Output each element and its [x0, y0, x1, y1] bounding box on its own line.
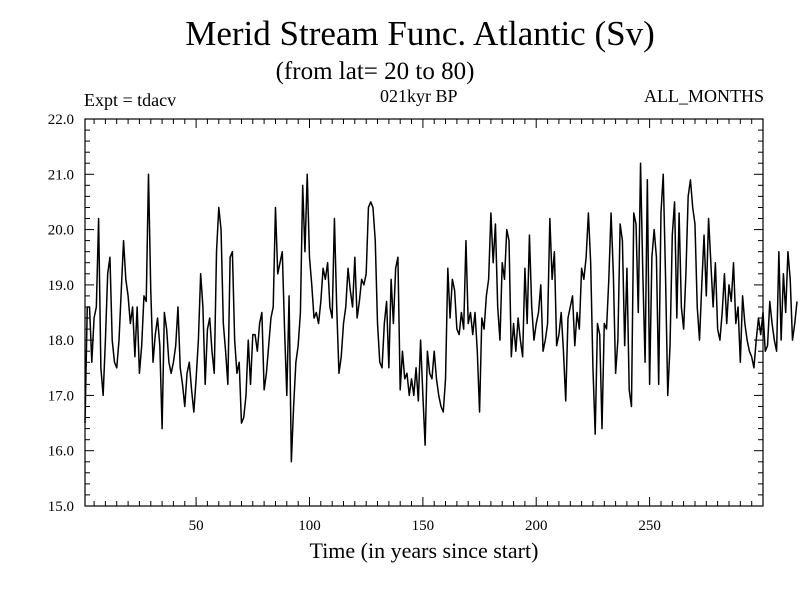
- x-tick-label: 250: [638, 518, 661, 534]
- x-tick-label: 50: [189, 518, 204, 534]
- axis-ticks: [85, 118, 764, 507]
- x-axis-label: Time (in years since start): [309, 538, 539, 563]
- y-tick-label: 22.0: [48, 112, 74, 128]
- experiment-label: Expt = tdacv: [84, 90, 177, 110]
- series-group: [84, 162, 798, 463]
- y-tick-label: 17.0: [48, 388, 74, 404]
- y-tick-label: 18.0: [48, 333, 74, 349]
- y-tick-label: 16.0: [48, 444, 74, 460]
- x-tick-label: 100: [298, 518, 321, 534]
- tick-labels: 15.0 16.0 17.0 18.0 19.0 20.0 21.0 22.0 50 100 150…: [48, 112, 661, 534]
- y-tick-label: 15.0: [48, 499, 74, 515]
- y-tick-label: 19.0: [48, 278, 74, 294]
- period-label: 021kyr BP: [380, 86, 458, 106]
- months-label: ALL_MONTHS: [644, 86, 764, 106]
- x-tick-label: 200: [525, 518, 548, 534]
- chart-subtitle: (from lat= 20 to 80): [275, 58, 475, 85]
- y-tick-label: 20.0: [48, 223, 74, 239]
- chart-title: Merid Stream Func. Atlantic (Sv): [185, 14, 655, 53]
- series-line: [84, 162, 798, 463]
- plot-frame: [84, 118, 764, 507]
- y-tick-label: 21.0: [48, 167, 74, 183]
- x-tick-label: 150: [412, 518, 435, 534]
